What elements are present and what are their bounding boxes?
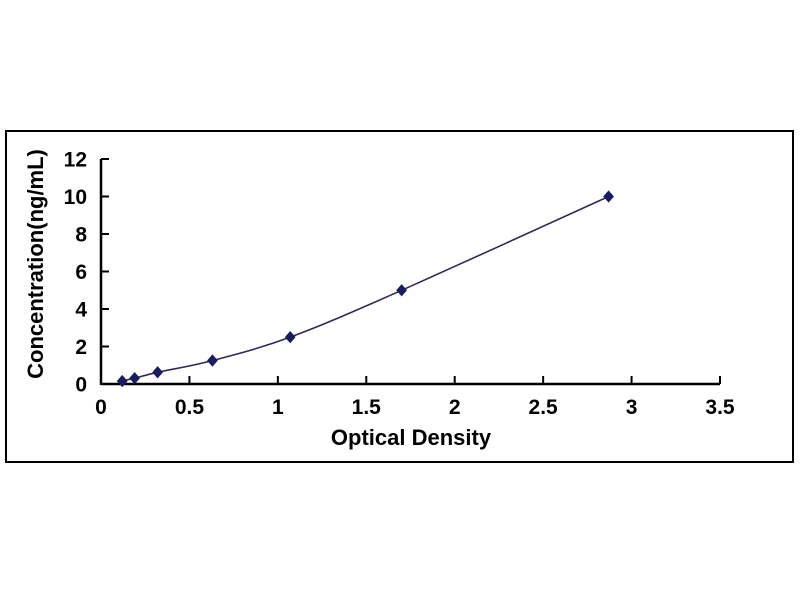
y-axis-title: Concentration(ng/mL) (23, 149, 48, 379)
x-axis-tick-label: 0 (95, 396, 107, 419)
x-axis-tick-label: 3.5 (705, 396, 735, 419)
curve-line (122, 195, 609, 382)
y-axis-tick-label: 8 (75, 224, 87, 247)
x-axis-tick-label: 0.5 (175, 396, 205, 419)
data-point-marker (116, 374, 128, 388)
x-axis-tick-label: 2.5 (529, 396, 559, 419)
data-point-marker (396, 284, 408, 297)
data-point-marker (129, 371, 140, 385)
data-point-marker (603, 190, 614, 203)
y-axis-tick-label: 2 (75, 336, 87, 359)
y-axis-tick-label: 4 (75, 299, 87, 322)
curve (116, 190, 614, 388)
x-axis-tick-label: 2 (449, 396, 461, 419)
y-axis-tick-label: 0 (75, 374, 87, 397)
data-point-marker (152, 366, 163, 379)
x-axis-tick-label: 1 (272, 396, 284, 419)
axes: 0 0.5 1 1.5 2 2.5 3 3.5 0 2 4 6 8 10 12 (64, 149, 735, 420)
y-axis-tick-label: 12 (64, 149, 87, 172)
x-axis-title: Optical Density (331, 425, 492, 450)
chart-frame: 0 0.5 1 1.5 2 2.5 3 3.5 0 2 4 6 8 10 12 Optical Densit… (5, 130, 794, 463)
x-axis-tick-label: 3 (626, 396, 638, 419)
y-axis-tick-label: 10 (64, 186, 87, 209)
standard-curve-chart: 0 0.5 1 1.5 2 2.5 3 3.5 0 2 4 6 8 10 12 Optical Densit… (23, 149, 735, 451)
y-axis-tick-label: 6 (75, 261, 87, 284)
data-point-marker (284, 330, 296, 344)
x-axis-tick-label: 1.5 (352, 396, 382, 419)
data-point-marker (207, 354, 218, 367)
